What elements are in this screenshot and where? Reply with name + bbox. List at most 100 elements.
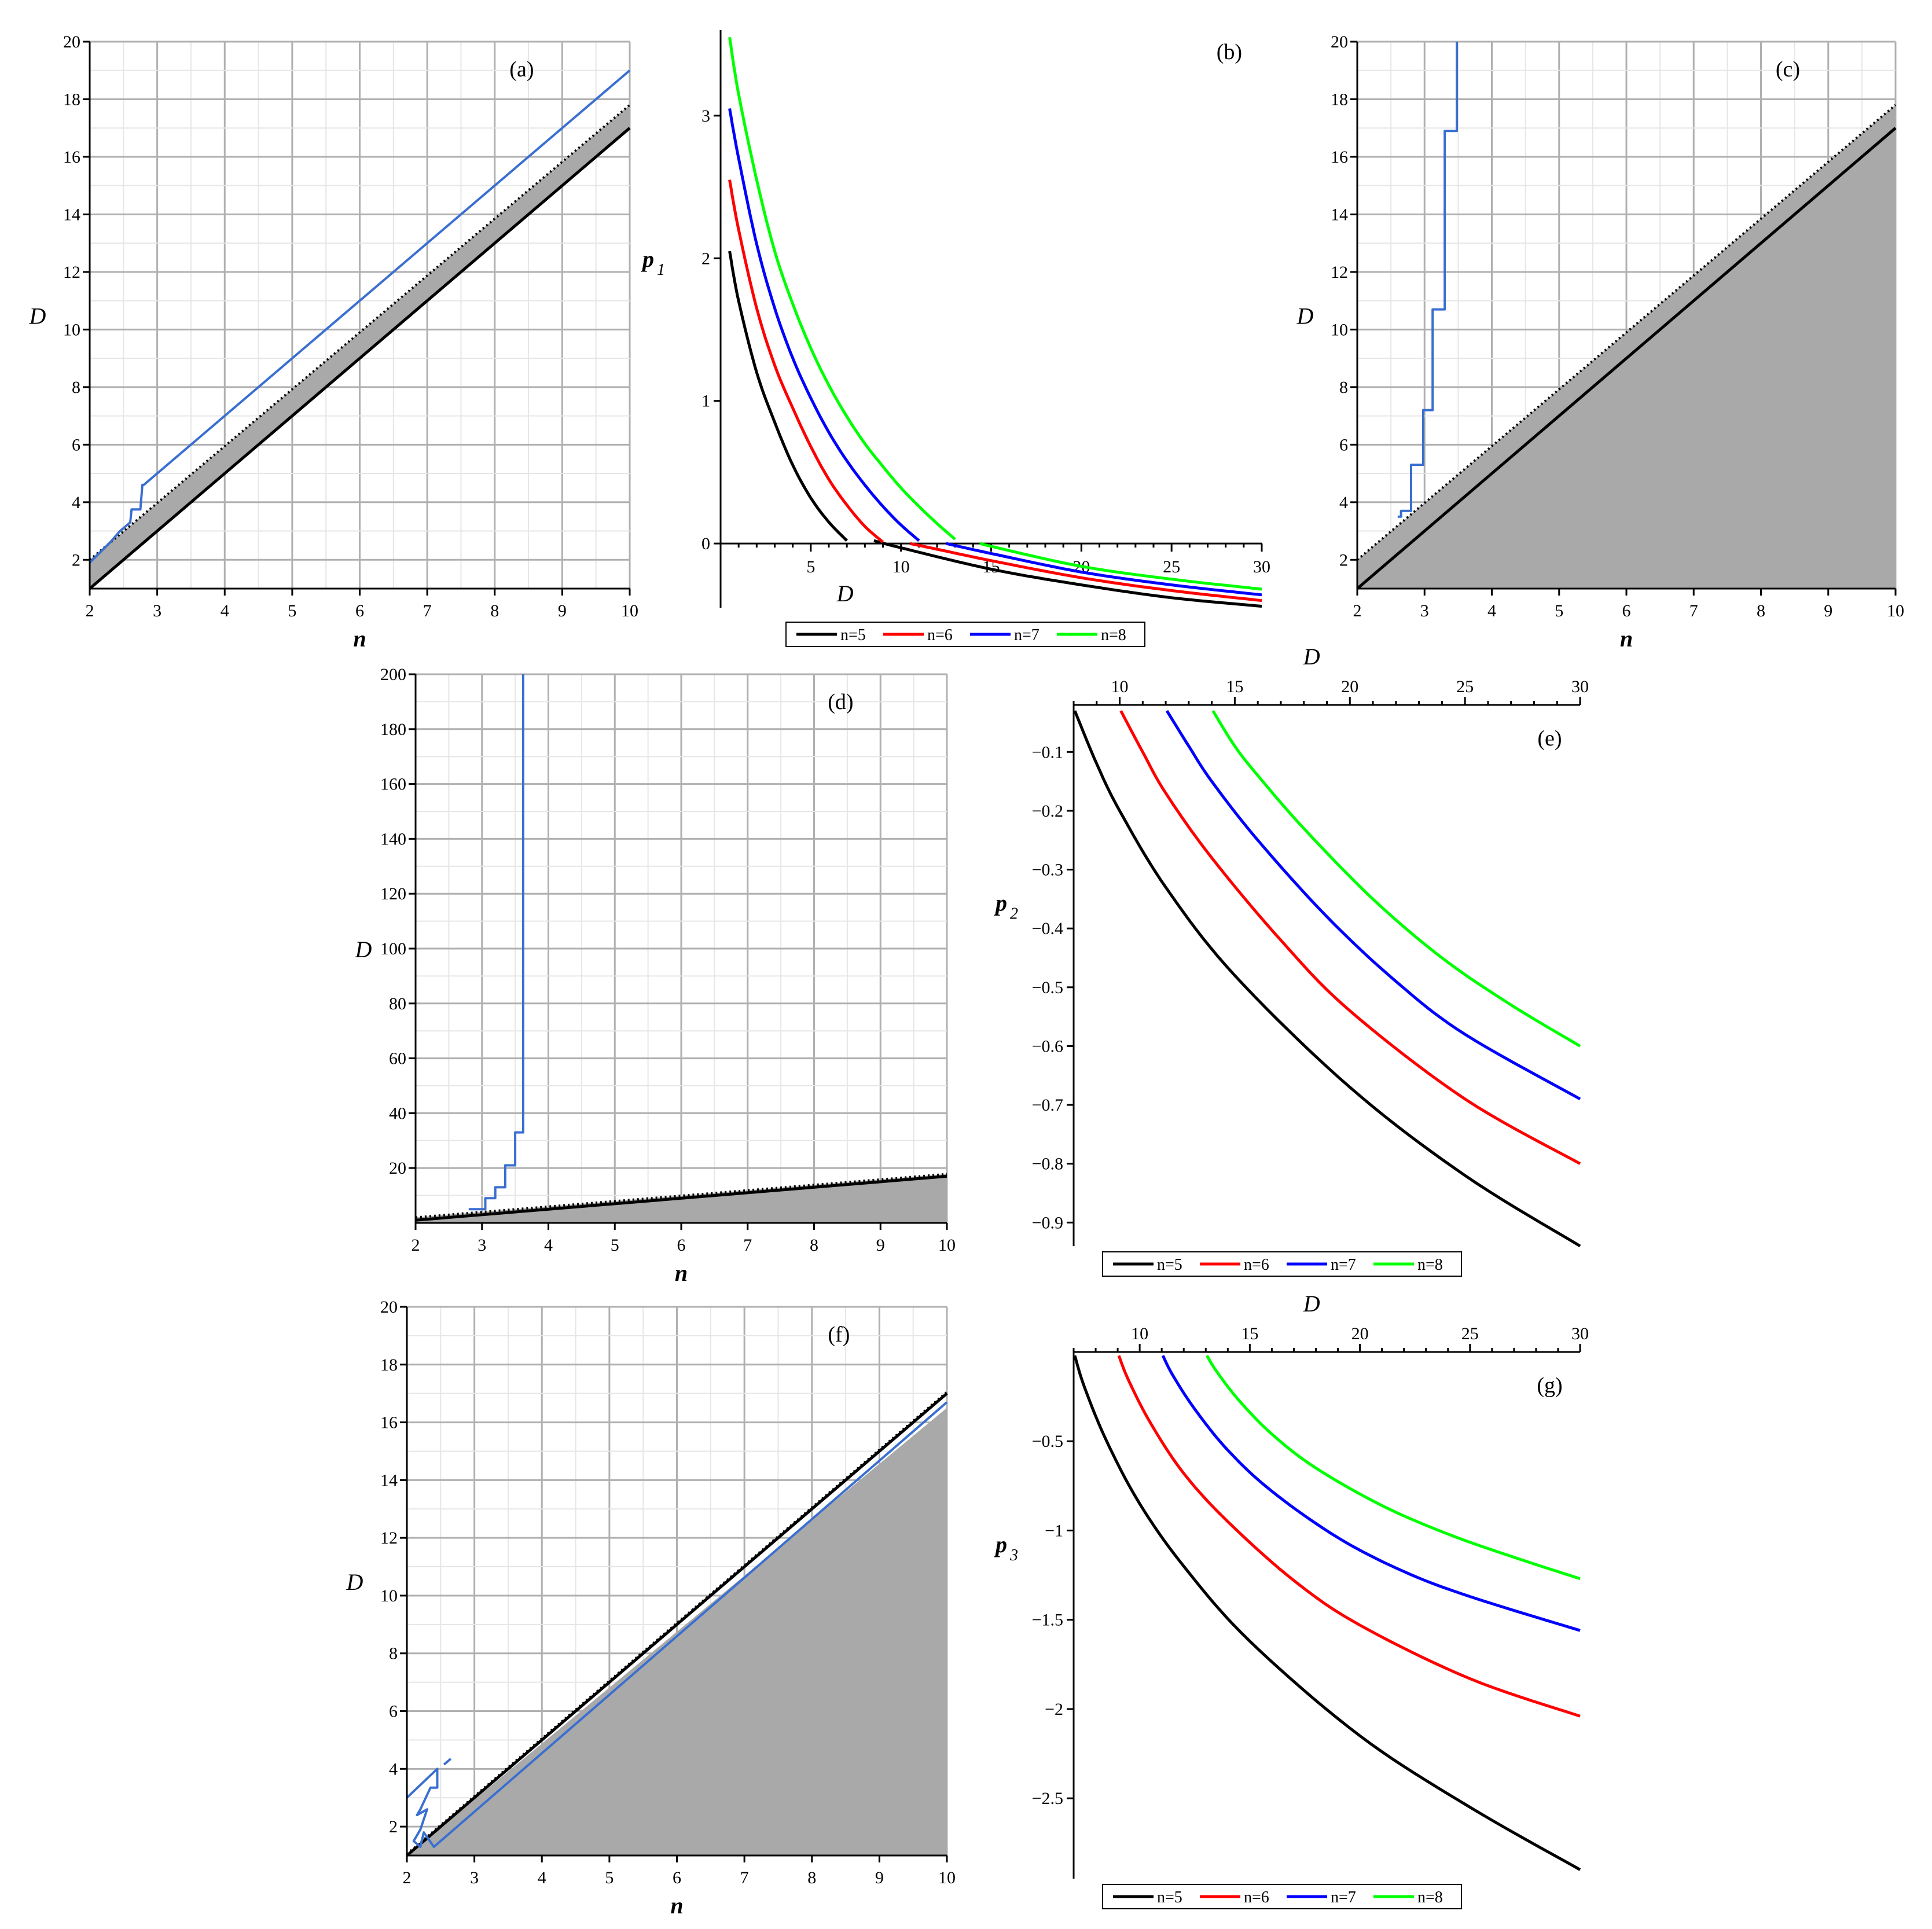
y-tick-label: 0 xyxy=(701,534,710,553)
y-axis-label: p xyxy=(994,1531,1007,1557)
y-tick-label: −0.5 xyxy=(1032,978,1063,997)
series-curve-n=8 xyxy=(1206,1354,1581,1581)
x-axis-label: n xyxy=(675,1260,688,1286)
panel-g: 10 15 20 25 30 −0.5 −1 −1.5 −2 −2.5 Dp 3 (g) n=5 n=6 n=… xyxy=(994,1291,1589,1909)
y-axis-label: D xyxy=(29,303,46,329)
x-tick-label: 8 xyxy=(807,1868,816,1887)
dotted-boundary-line xyxy=(1356,104,1897,561)
y-tick-label: 14 xyxy=(380,1471,398,1490)
panel-label: (a) xyxy=(509,57,534,82)
x-tick-label: 10 xyxy=(621,601,638,620)
legend-label: n=7 xyxy=(1331,1256,1356,1274)
x-tick-label: 5 xyxy=(611,1236,619,1255)
x-tick-label: 5 xyxy=(288,601,296,620)
panel-label: (c) xyxy=(1776,57,1800,82)
y-tick-label: −2 xyxy=(1045,1700,1063,1719)
x-tick-label: 6 xyxy=(673,1868,681,1887)
series-curve-n=6 xyxy=(909,542,1262,602)
x-tick-label: 3 xyxy=(478,1236,486,1255)
y-axis-label: D xyxy=(1296,303,1314,329)
panel-d: 2 3 4 5 6 7 8 9 10 20 40 60 80 100 120 140 160 180 200 n D (d… xyxy=(355,665,956,1286)
legend-label: n=5 xyxy=(840,626,866,644)
y-tick-label: 60 xyxy=(389,1049,406,1068)
y-tick-label: 160 xyxy=(380,775,406,794)
y-tick-label: 180 xyxy=(380,720,406,739)
y-tick-label: 6 xyxy=(389,1702,398,1721)
y-axis-label-subscript: 1 xyxy=(657,261,665,279)
legend-label: n=5 xyxy=(1157,1256,1182,1274)
y-tick-label: −0.4 xyxy=(1032,919,1063,938)
y-tick-label: 16 xyxy=(380,1413,398,1432)
legend-label: n=6 xyxy=(1244,1256,1269,1274)
series-curve-n=8 xyxy=(728,36,956,541)
legend-label: n=6 xyxy=(927,626,953,644)
x-axis-label: n xyxy=(670,1893,683,1919)
panel-label: (e) xyxy=(1537,726,1562,751)
y-tick-label: 2 xyxy=(72,550,80,569)
x-tick-label: 9 xyxy=(876,1236,885,1255)
x-tick-label: 2 xyxy=(86,601,94,620)
y-tick-label: 2 xyxy=(701,249,710,268)
y-tick-label: 12 xyxy=(63,263,80,282)
x-tick-label: 10 xyxy=(1111,677,1129,696)
y-tick-label: 20 xyxy=(389,1159,406,1178)
legend-label: n=5 xyxy=(1157,1888,1182,1906)
y-axis-label-subscript: 3 xyxy=(1009,1546,1018,1564)
x-tick-label: 10 xyxy=(938,1868,956,1887)
series-curve-n=7 xyxy=(1161,1355,1581,1632)
y-tick-label: 140 xyxy=(380,829,406,848)
series-curve-n=6 xyxy=(728,179,884,543)
y-tick-label: 80 xyxy=(389,994,406,1013)
panel-label: (g) xyxy=(1537,1373,1562,1398)
y-axis-label: D xyxy=(355,936,372,962)
x-tick-label: 3 xyxy=(470,1868,479,1887)
x-tick-label: 20 xyxy=(1351,1324,1369,1343)
solid-boundary-line xyxy=(415,1174,947,1222)
x-tick-label: 2 xyxy=(1353,601,1362,620)
y-tick-label: −0.6 xyxy=(1032,1037,1063,1056)
y-axis-label-subscript: 2 xyxy=(1010,905,1018,923)
solid-boundary-line xyxy=(89,127,631,590)
x-tick-label: 25 xyxy=(1163,557,1180,576)
x-tick-label: 4 xyxy=(544,1236,553,1255)
x-tick-label: 5 xyxy=(806,557,815,576)
x-tick-label: 10 xyxy=(892,557,910,576)
x-tick-label: 6 xyxy=(677,1236,686,1255)
y-tick-label: −0.3 xyxy=(1032,861,1063,880)
y-tick-label: 20 xyxy=(1331,32,1348,52)
series-curve-n=5 xyxy=(873,539,1262,608)
legend-label: n=8 xyxy=(1101,626,1126,644)
x-axis-label: n xyxy=(353,626,366,652)
y-tick-label: 6 xyxy=(72,435,80,454)
x-tick-label: 8 xyxy=(490,601,499,620)
x-tick-label: 30 xyxy=(1571,677,1589,696)
solid-boundary-line xyxy=(1356,127,1897,590)
contour-line xyxy=(443,1758,452,1766)
x-tick-label: 5 xyxy=(605,1868,614,1887)
series-curve-n=5 xyxy=(1073,710,1581,1248)
x-tick-label: 3 xyxy=(1420,601,1429,620)
legend-label: n=8 xyxy=(1417,1888,1443,1906)
series-curve-n=8 xyxy=(979,542,1262,591)
x-tick-label: 9 xyxy=(558,601,567,620)
x-tick-label: 9 xyxy=(1824,601,1832,620)
contour-line xyxy=(1397,42,1459,518)
shaded-region xyxy=(407,1408,947,1855)
y-tick-label: 2 xyxy=(389,1817,398,1836)
y-tick-label: 18 xyxy=(380,1355,398,1375)
y-tick-label: 16 xyxy=(1331,148,1348,167)
y-axis-label: p xyxy=(994,890,1007,916)
x-tick-label: 10 xyxy=(1131,1324,1148,1343)
y-tick-label: −0.2 xyxy=(1032,802,1063,821)
y-tick-label: 8 xyxy=(389,1644,398,1663)
x-tick-label: 15 xyxy=(1241,1324,1258,1343)
x-tick-label: 30 xyxy=(1571,1324,1589,1343)
x-axis-label: n xyxy=(1620,626,1633,652)
series-curve-n=6 xyxy=(1119,710,1581,1165)
series-curve-n=7 xyxy=(728,108,920,542)
y-tick-label: 10 xyxy=(380,1586,398,1605)
x-axis-label: D xyxy=(836,580,854,607)
y-tick-label: 120 xyxy=(380,884,406,903)
y-tick-label: 20 xyxy=(63,32,80,52)
